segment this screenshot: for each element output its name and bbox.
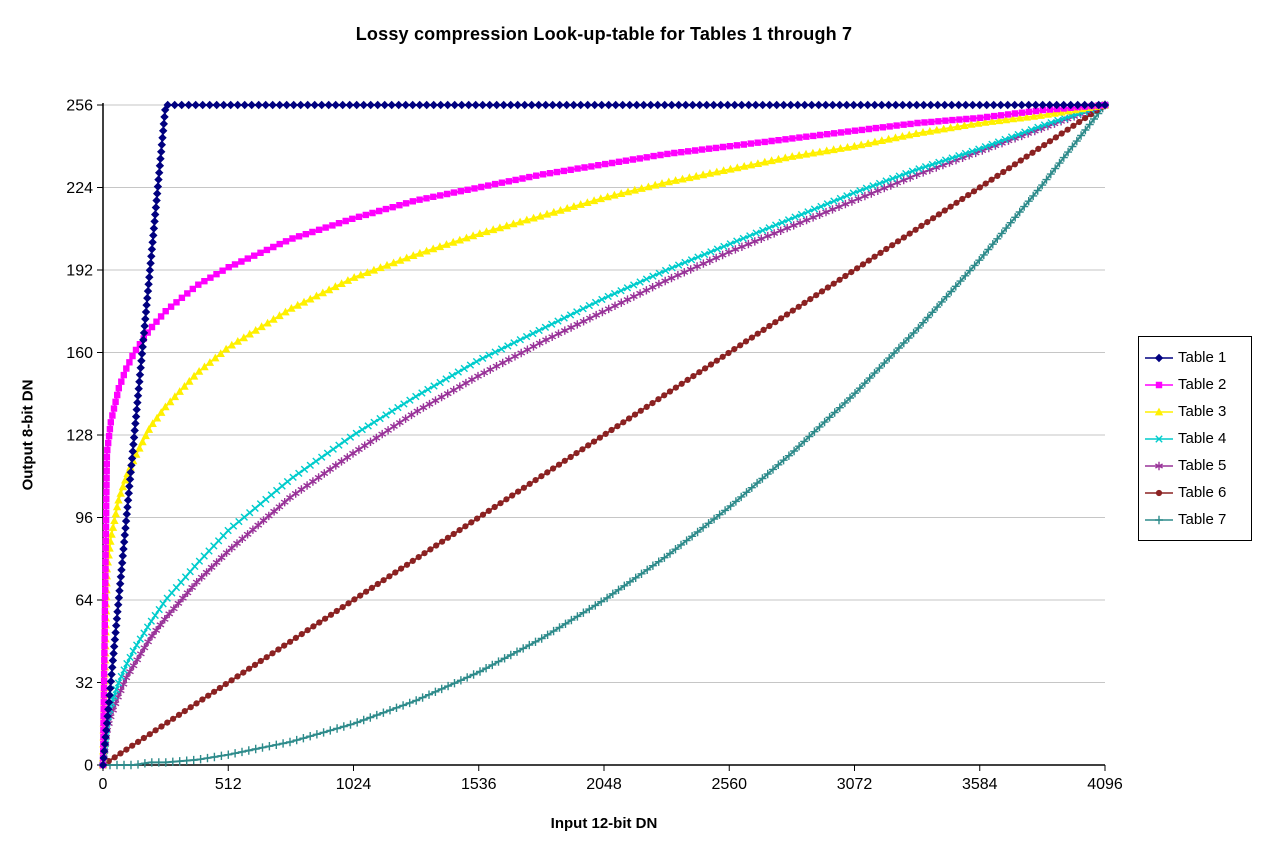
x-tick-label: 1024	[336, 776, 372, 793]
series-table-1	[98, 100, 1110, 770]
legend-label: Table 7	[1178, 511, 1227, 528]
legend-label: Table 3	[1178, 403, 1227, 420]
y-tick-label: 160	[66, 345, 93, 362]
legend-label: Table 2	[1178, 376, 1227, 393]
legend-item: Table 1	[1144, 344, 1246, 371]
y-tick-label: 32	[75, 675, 93, 692]
legend-item: Table 4	[1144, 425, 1246, 452]
legend-item: Table 6	[1144, 479, 1246, 506]
x-tick-label: 3584	[962, 776, 998, 793]
legend-label: Table 1	[1178, 349, 1227, 366]
y-tick-label: 192	[66, 263, 93, 280]
legend-swatch	[1145, 434, 1173, 443]
y-tick-label: 128	[66, 428, 93, 445]
legend-item: Table 2	[1144, 371, 1246, 398]
legend-label: Table 5	[1178, 457, 1227, 474]
y-tick-label: 0	[84, 758, 93, 775]
y-tick-label: 64	[75, 593, 93, 610]
legend-swatch	[1145, 489, 1173, 496]
x-tick-label: 4096	[1087, 776, 1123, 793]
x-tick-label: 3072	[837, 776, 873, 793]
series-table-3	[98, 100, 1110, 769]
legend-item: Table 5	[1144, 452, 1246, 479]
x-tick-label: 512	[215, 776, 242, 793]
series-table-2	[99, 101, 1109, 769]
x-tick-label: 0	[99, 776, 108, 793]
legend-item: Table 3	[1144, 398, 1246, 425]
legend-swatch	[1145, 515, 1173, 524]
legend: Table 1 Table 2 Table 3 Table 4 Table 5 Table…	[1138, 336, 1252, 541]
legend-label: Table 6	[1178, 484, 1227, 501]
legend-swatch	[1145, 353, 1173, 362]
legend-swatch	[1145, 407, 1173, 415]
series-table-6	[99, 101, 1109, 769]
x-tick-label: 2048	[586, 776, 622, 793]
chart-title: Lossy compression Look-up-table for Tabl…	[355, 24, 853, 44]
y-tick-label: 224	[66, 180, 93, 197]
y-tick-label: 256	[66, 98, 93, 115]
x-axis-label: Input 12-bit DN	[550, 815, 658, 832]
y-tick-label: 96	[75, 510, 93, 527]
legend-label: Table 4	[1178, 430, 1227, 447]
x-tick-label: 2560	[711, 776, 747, 793]
legend-item: Table 7	[1144, 506, 1246, 533]
legend-swatch	[1145, 381, 1173, 388]
legend-swatch	[1145, 461, 1173, 470]
x-tick-label: 1536	[461, 776, 497, 793]
